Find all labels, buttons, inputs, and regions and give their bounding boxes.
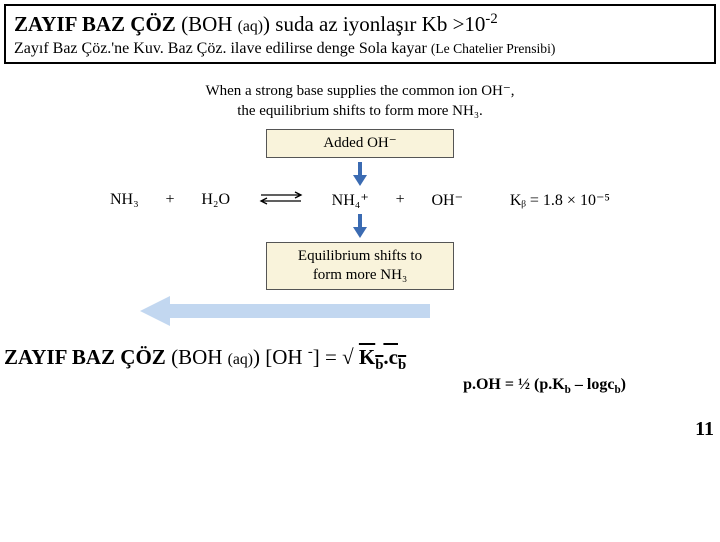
header-box: ZAYIF BAZ ÇÖZ (BOH (aq)) suda az iyonlaş… <box>4 4 716 64</box>
f-boh2: ) [OH <box>253 345 308 369</box>
header-title: ZAYIF BAZ ÇÖZ (BOH (aq)) suda az iyonlaş… <box>14 10 706 38</box>
box-shift: Equilibrium shifts to form more NH₃ <box>266 242 454 290</box>
equation-row: NH₃ + H₂O NH₄⁺ + OH⁻ Kᵦ = 1.8 × 10⁻⁵ <box>110 188 610 212</box>
f-boh3: ] = √ <box>313 345 359 369</box>
poh-2: – logc <box>571 376 615 393</box>
title-aq: (aq) <box>238 18 263 35</box>
formula-line: ZAYIF BAZ ÇÖZ (BOH (aq)) [OH -] = √ Kb.c… <box>4 344 716 374</box>
poh-1: p.OH = ½ (p.K <box>463 376 565 393</box>
header-sub-small: (Le Chatelier Prensibi) <box>431 41 556 56</box>
title-rest1: (BOH <box>181 12 238 36</box>
title-rest2: ) suda az iyonlaşır Kb >10 <box>263 12 485 36</box>
eq-plus1: + <box>166 191 175 209</box>
eq-nh3: NH₃ <box>110 191 139 209</box>
caption-l2: the equilibrium shifts to form more NH₃. <box>237 103 483 119</box>
poh-line: p.OH = ½ (p.Kb – logcb) <box>4 376 626 396</box>
box-shift-row: Equilibrium shifts to form more NH₃ <box>110 242 610 290</box>
box-added: Added OH⁻ <box>266 129 454 158</box>
box-added-row: Added OH⁻ <box>110 129 610 158</box>
page-number: 11 <box>4 418 716 441</box>
eq-nh4: NH₄⁺ <box>332 190 369 210</box>
f-dotc: .c <box>383 345 398 369</box>
formula-lead: ZAYIF BAZ ÇÖZ <box>4 345 166 369</box>
eq-h2o: H₂O <box>201 191 230 209</box>
arrow-down-1 <box>110 162 610 186</box>
box-shift-l2: form more NH₃ <box>313 267 407 283</box>
back-arrow <box>140 296 610 326</box>
box-shift-l1: Equilibrium shifts to <box>298 248 422 264</box>
header-sub-text: Zayıf Baz Çöz.'ne Kuv. Baz Çöz. ilave ed… <box>14 40 431 57</box>
diagram-area: When a strong base supplies the common i… <box>110 82 610 325</box>
arrow-down-2 <box>110 214 610 238</box>
f-K: K <box>359 345 375 369</box>
arrow-down-icon <box>350 214 370 238</box>
header-sub: Zayıf Baz Çöz.'ne Kuv. Baz Çöz. ilave ed… <box>14 40 706 58</box>
diagram-caption: When a strong base supplies the common i… <box>110 82 610 121</box>
title-exp: -2 <box>485 11 497 27</box>
poh-end: ) <box>621 376 626 393</box>
title-strong: ZAYIF BAZ ÇÖZ <box>14 12 176 36</box>
arrow-left-icon <box>140 296 170 326</box>
f-aq: (aq) <box>228 351 253 368</box>
eq-kb: Kᵦ = 1.8 × 10⁻⁵ <box>510 190 610 210</box>
caption-l1: When a strong base supplies the common i… <box>205 83 514 99</box>
eq-plus2: + <box>396 191 405 209</box>
f-boh1: (BOH <box>171 345 228 369</box>
eq-dblarrow-icon <box>257 191 305 210</box>
eq-oh: OH⁻ <box>431 190 463 210</box>
f-csub: b <box>398 357 406 373</box>
back-arrow-shaft <box>170 304 430 318</box>
arrow-down-icon <box>350 162 370 186</box>
